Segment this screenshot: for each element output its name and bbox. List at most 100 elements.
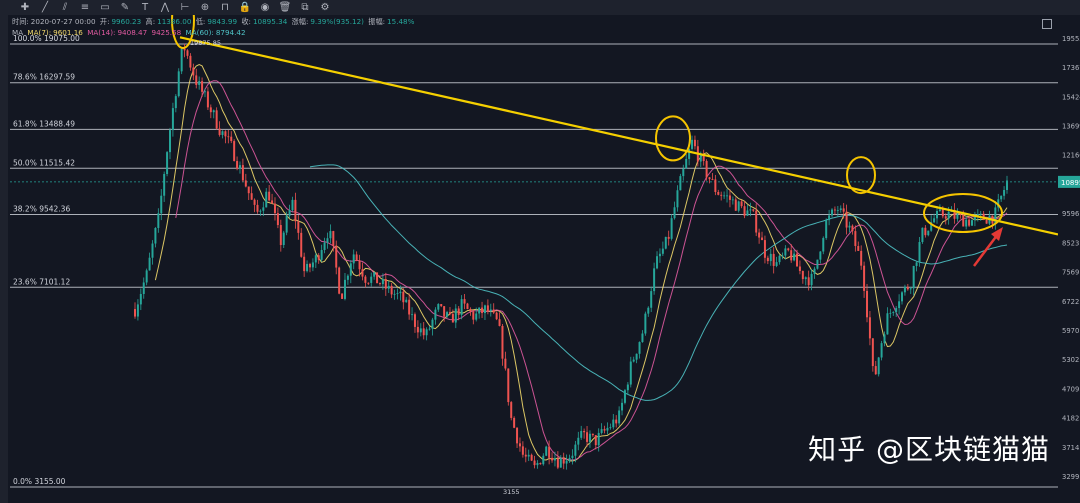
candle-body [580, 430, 583, 438]
candle-body [796, 253, 799, 267]
candle-body [676, 190, 679, 208]
candle-body [892, 312, 895, 313]
candle-body [145, 270, 148, 283]
candle-body [816, 259, 819, 269]
candle-body [376, 272, 379, 284]
candle-body [142, 282, 145, 294]
copy-icon[interactable]: ⧉ [301, 2, 309, 13]
magnet-icon[interactable]: ⊓ [221, 2, 229, 13]
candle-body [454, 308, 457, 323]
candle-body [781, 255, 784, 257]
candle-body [612, 419, 615, 428]
ma14-value: 9408.47 [117, 28, 148, 37]
candle-body [259, 210, 262, 212]
candle-body [390, 285, 393, 295]
candle-body [446, 312, 449, 317]
y-tick-6: 8523. [1062, 239, 1080, 247]
candle-body [638, 342, 641, 354]
low-value: 9843.99 [207, 17, 238, 26]
fullscreen-icon[interactable] [1042, 19, 1052, 29]
y-tick-8: 6722. [1062, 298, 1080, 306]
arrow-shaft [973, 233, 999, 267]
candle-body [586, 432, 589, 442]
candle-body [244, 180, 247, 187]
candle-body [393, 293, 396, 295]
trash-icon[interactable]: 🗑 [278, 2, 292, 13]
candle-body [833, 209, 836, 211]
measure-icon[interactable]: ⊢ [180, 2, 190, 13]
zoom-icon[interactable]: ⊕ [200, 2, 210, 13]
candle-body [831, 209, 834, 216]
candle-body [361, 269, 364, 277]
change-value: 9.39%(935.12) [310, 17, 364, 26]
eye-icon[interactable]: ◉ [260, 2, 270, 13]
parallel-channel-icon[interactable]: ⫽ [62, 2, 68, 13]
fib-icon[interactable]: ≡ [80, 2, 90, 13]
candle-body [734, 199, 737, 211]
low-marker: 3155 [503, 488, 520, 496]
annotation-circles [171, 0, 1003, 234]
pattern-icon[interactable]: ⋀ [160, 2, 170, 13]
candle-body [341, 293, 344, 299]
candle-body [699, 153, 702, 162]
open-label: 开: [99, 17, 110, 26]
candle-body [746, 210, 749, 216]
moving-averages [154, 64, 1008, 462]
text-icon[interactable]: T [141, 2, 149, 13]
y-tick-0: 19555. [1062, 35, 1080, 43]
candle-body [466, 303, 469, 309]
candle-body [553, 458, 556, 461]
candle-body [460, 299, 463, 315]
candle-body [898, 301, 901, 309]
candle-body [250, 193, 253, 200]
candle-body [530, 454, 533, 461]
candle-body [886, 313, 889, 335]
candle-body [968, 219, 971, 226]
candle-body [626, 384, 629, 391]
candle-body [775, 262, 778, 266]
settings-icon[interactable]: ⚙ [320, 2, 330, 13]
candle-body [513, 417, 516, 428]
ohlc-info: 时间: 2020-07-27 00:00 开: 9960.23 高: 11386.00… [12, 17, 416, 26]
candle-body [518, 443, 521, 447]
candle-body [448, 312, 451, 315]
time-label: 时间: [12, 17, 29, 26]
candle-body [664, 236, 667, 249]
candle-body [909, 288, 912, 290]
amplitude-value: 15.48% [387, 17, 415, 26]
trendline-icon[interactable]: ╱ [41, 2, 49, 13]
candle-body [498, 319, 501, 326]
candle-body [352, 254, 355, 264]
candle-body [618, 410, 621, 424]
crosshair-icon[interactable]: ✚ [20, 2, 30, 13]
candle-body [317, 255, 320, 260]
candle-body [740, 201, 743, 207]
candle-body [504, 358, 507, 369]
y-tick-12: 4182. [1062, 415, 1080, 423]
candle-body [956, 214, 959, 219]
candle-body [489, 309, 492, 312]
arrow-head [991, 227, 1003, 241]
y-tick-4: 12166. [1062, 152, 1080, 160]
brush-icon[interactable]: ✎ [120, 2, 130, 13]
candle-body [778, 255, 781, 263]
candle-body [588, 433, 591, 442]
candle-body [136, 304, 139, 317]
candle-body [399, 291, 402, 294]
candle-body [603, 429, 606, 431]
rectangle-icon[interactable]: ▭ [100, 2, 110, 13]
candle-body [148, 257, 151, 271]
lock-icon[interactable]: 🔒 [238, 2, 252, 13]
candle-body [918, 242, 921, 263]
fib-label-1: 78.6% 16297.59 [13, 73, 75, 82]
candle-body [615, 419, 618, 424]
time-value: 2020-07-27 00:00 [30, 17, 96, 26]
candle-body [711, 179, 714, 180]
candle-body [323, 242, 326, 251]
candle-body [166, 152, 169, 175]
candle-body [253, 199, 256, 205]
candle-body [953, 210, 956, 219]
candle-body [860, 250, 863, 266]
amplitude-label: 振幅: [368, 17, 386, 26]
